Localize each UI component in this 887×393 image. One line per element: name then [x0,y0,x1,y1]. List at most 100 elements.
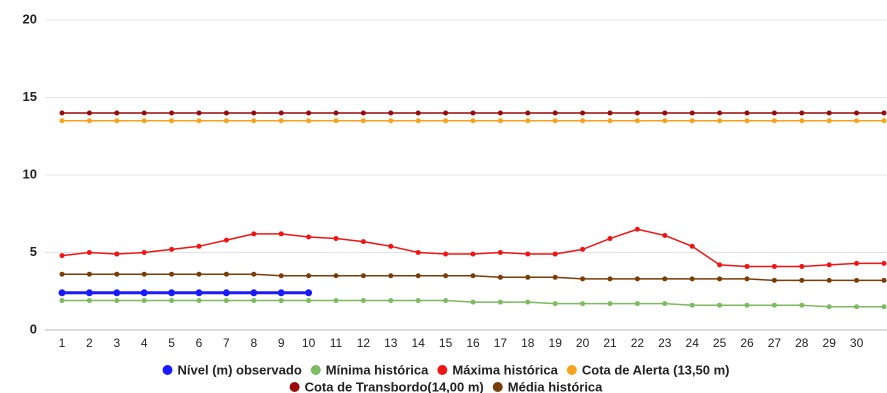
data-point [223,298,229,304]
data-point [140,289,148,297]
legend-label: Média histórica [508,379,603,393]
data-point [470,273,476,279]
data-point [634,226,640,232]
data-point [86,298,92,304]
legend-label: Nível (m) observado [178,362,302,377]
x-tick-label: 26 [740,336,754,350]
data-point [360,118,366,124]
data-point [497,299,503,305]
data-point [251,271,257,277]
data-point [634,118,640,124]
data-point [169,298,175,304]
data-point [826,304,832,310]
x-tick-label: 7 [223,336,230,350]
x-tick-label: 2 [86,336,93,350]
data-point [443,273,449,279]
legend-label: Cota de Transbordo(14,00 m) [305,379,484,393]
data-point [881,118,887,124]
data-point [799,263,805,269]
data-point [744,276,750,282]
data-point [333,273,339,279]
data-point [306,110,312,116]
data-point [333,110,339,116]
series-line [61,228,884,268]
data-point [580,276,586,282]
data-point [415,298,421,304]
data-point [525,274,531,280]
data-point [689,276,695,282]
data-point [196,118,202,124]
data-point [662,301,668,307]
data-point [86,271,92,277]
data-point [662,232,668,238]
data-point [580,246,586,252]
data-point [607,110,613,116]
data-point [250,289,258,297]
data-point [771,118,777,124]
data-point [114,110,120,116]
data-point [196,271,202,277]
data-point [114,118,120,124]
data-point [277,289,285,297]
legend-marker [289,382,300,392]
data-point [497,274,503,280]
data-point [525,118,531,124]
data-point [607,236,613,242]
data-point [222,289,230,297]
data-point [799,302,805,308]
data-point [114,298,120,304]
data-point [634,110,640,116]
data-point [141,110,147,116]
data-point [881,277,887,283]
series [59,271,887,283]
data-point [689,302,695,308]
x-tick-label: 4 [141,336,148,350]
series [59,110,887,116]
x-tick-label: 21 [603,336,617,350]
legend-marker [437,365,448,375]
data-point [662,110,668,116]
data-point [881,260,887,266]
data-point [744,118,750,124]
data-point [195,289,203,297]
data-point [223,118,229,124]
x-tick-label: 9 [278,336,285,350]
data-point [278,118,284,124]
data-point [169,246,175,252]
x-tick-label: 23 [658,336,672,350]
data-point [744,263,750,269]
data-point [826,118,832,124]
data-point [854,277,860,283]
data-point [799,110,805,116]
data-point [141,271,147,277]
legend-label: Cota de Alerta (13,50 m) [582,362,730,377]
data-point [415,273,421,279]
data-point [114,251,120,257]
data-point [552,251,558,257]
data-point [141,250,147,255]
data-point [497,110,503,116]
data-point [388,110,394,116]
y-tick-label: 20 [23,11,37,26]
x-tick-label: 15 [439,336,453,350]
data-point [415,118,421,124]
x-tick-label: 6 [196,336,203,350]
x-tick-label: 10 [302,336,316,350]
data-point [689,110,695,116]
x-tick-label: 20 [576,336,590,350]
data-point [86,118,92,124]
data-point [607,118,613,124]
data-point [333,118,339,124]
x-tick-label: 22 [631,336,645,350]
data-point [744,110,750,116]
data-point [278,110,284,116]
data-point [278,231,284,237]
data-point [470,251,476,257]
data-point [552,301,558,307]
y-tick-label: 15 [23,89,37,104]
data-point [771,302,777,308]
x-tick-label: 17 [494,336,508,350]
data-point [552,118,558,124]
data-point [634,301,640,307]
data-point [771,263,777,269]
